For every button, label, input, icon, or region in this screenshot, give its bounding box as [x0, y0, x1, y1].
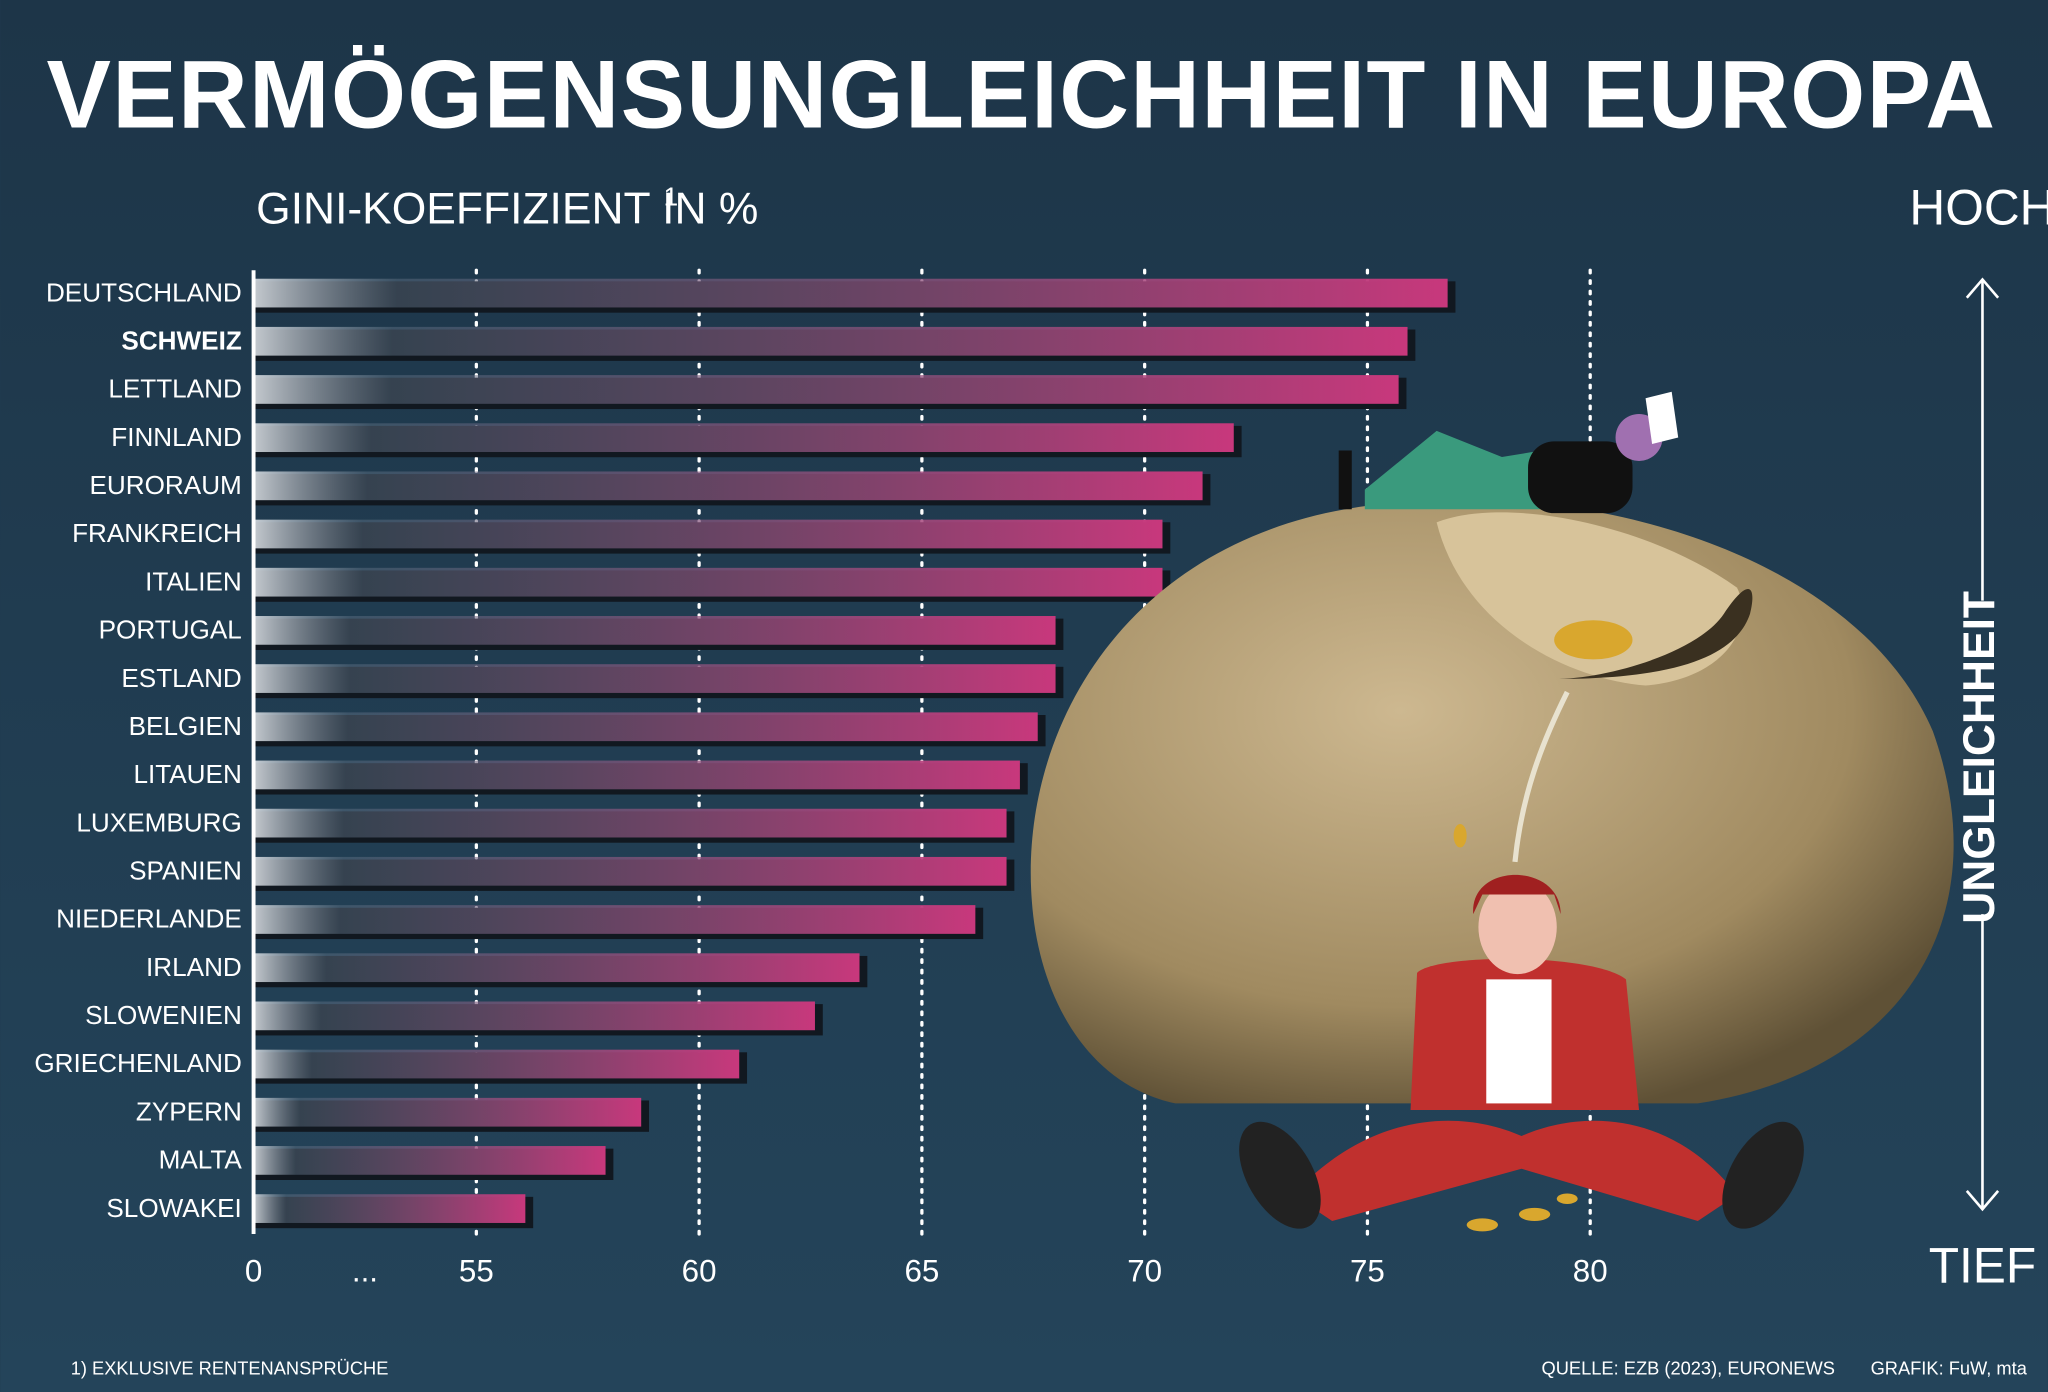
bar	[253, 1194, 526, 1223]
bar	[253, 905, 976, 934]
bar	[253, 326, 1408, 356]
y-tick-label: NIEDERLANDE	[56, 904, 242, 934]
x-tick-label: 80	[1573, 1253, 1608, 1288]
footnote: 1) EXKLUSIVE RENTENANSPRÜCHE	[71, 1358, 389, 1379]
scale-top-label: HOCH	[1909, 180, 2048, 236]
y-tick-label: LUXEMBURG	[76, 807, 241, 837]
bar	[253, 664, 1056, 693]
bar	[253, 423, 1234, 453]
y-tick-label: EURORAUM	[90, 470, 242, 500]
x-tick-label: 55	[459, 1253, 494, 1288]
y-tick-label: LITAUEN	[133, 759, 241, 789]
bar	[253, 471, 1203, 501]
bar	[253, 519, 1163, 549]
scale-arrowhead	[1965, 277, 2000, 299]
credit: GRAFIK: FuW, mta	[1871, 1358, 2028, 1379]
y-tick-label: SLOWENIEN	[85, 1000, 242, 1030]
illustration	[1030, 391, 1954, 1232]
bar	[253, 1001, 815, 1031]
x-tick-label: 70	[1127, 1253, 1162, 1288]
y-tick-label: MALTA	[159, 1145, 243, 1175]
scale-bottom-label: TIEF	[1929, 1237, 2036, 1293]
x-tick-label: 0	[245, 1253, 262, 1288]
y-tick-label: SLOWAKEI	[106, 1193, 241, 1223]
bar	[253, 616, 1056, 645]
bar	[253, 760, 1020, 790]
bar	[253, 808, 1007, 838]
x-tick-label: 75	[1350, 1253, 1385, 1288]
bar	[253, 1097, 642, 1127]
y-tick-label: FINNLAND	[111, 422, 242, 452]
y-tick-label: LETTLAND	[108, 374, 241, 404]
y-tick-label: SPANIEN	[129, 856, 242, 886]
bar	[253, 856, 1007, 886]
bar	[253, 712, 1038, 742]
subtitle-note: 1	[664, 181, 679, 211]
bar	[253, 375, 1399, 404]
bar	[253, 278, 1448, 308]
chart-subtitle: GINI-KOEFFIZIENT IN %	[256, 184, 758, 233]
y-tick-label: ESTLAND	[121, 663, 241, 693]
y-tick-label: GRIECHENLAND	[34, 1048, 241, 1078]
axis-break-label: ...	[352, 1253, 378, 1288]
scale-arrowhead	[1965, 1190, 2000, 1212]
bar	[253, 567, 1163, 597]
y-tick-label: DEUTSCHLAND	[46, 277, 242, 307]
y-tick-label: PORTUGAL	[99, 615, 242, 645]
x-tick-label: 65	[904, 1253, 939, 1288]
bar	[253, 1146, 606, 1175]
y-tick-label: IRLAND	[146, 952, 242, 982]
x-tick-label: 60	[682, 1253, 717, 1288]
chart-title: VERMÖGENSUNGLEICHHEIT IN EUROPA	[46, 41, 1996, 148]
bar	[253, 953, 860, 983]
source: QUELLE: EZB (2023), EURONEWS	[1542, 1358, 1835, 1379]
bar	[253, 1049, 740, 1079]
y-tick-label: ITALIEN	[145, 566, 242, 596]
y-tick-label: ZYPERN	[136, 1096, 242, 1126]
y-tick-label: BELGIEN	[129, 711, 242, 741]
y-tick-label: SCHWEIZ	[121, 325, 241, 355]
scale-label: UNGLEICHHEIT	[1955, 591, 2004, 924]
y-tick-label: FRANKREICH	[72, 518, 242, 548]
